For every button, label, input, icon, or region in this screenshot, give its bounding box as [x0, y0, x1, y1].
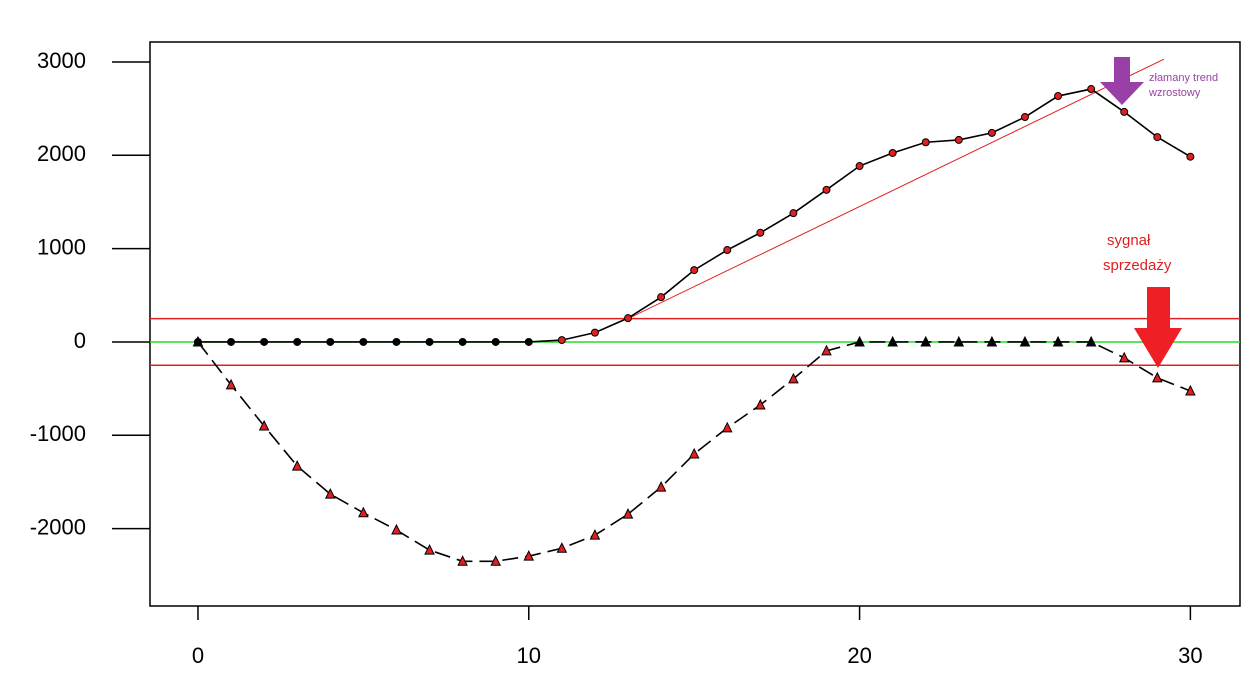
point	[822, 185, 831, 194]
y-tick-label: 2000	[37, 141, 86, 166]
x-tick-label: 30	[1178, 643, 1202, 668]
point	[227, 337, 236, 346]
y-tick-label: -1000	[30, 421, 86, 446]
point	[721, 421, 733, 433]
point	[358, 506, 369, 518]
point	[258, 419, 270, 431]
point	[756, 228, 765, 237]
annotation: sygnał	[1107, 232, 1151, 249]
point	[953, 335, 965, 347]
point	[458, 337, 467, 346]
point	[1185, 384, 1196, 396]
y-tick-label: -2000	[30, 514, 86, 539]
point	[590, 328, 599, 337]
y-tick-label: 3000	[37, 48, 86, 73]
series-line	[197, 88, 1191, 343]
point	[624, 314, 633, 323]
point	[424, 543, 435, 555]
point	[887, 335, 898, 347]
point	[1019, 335, 1031, 347]
trend-line	[627, 58, 1165, 320]
point	[589, 529, 601, 540]
point	[986, 335, 998, 347]
arrow	[1134, 287, 1182, 368]
point	[1085, 335, 1097, 347]
annotation: wzrostowy	[1148, 87, 1201, 99]
point	[622, 508, 634, 519]
x-tick-label: 10	[517, 643, 541, 668]
point	[556, 542, 568, 553]
point	[491, 337, 500, 346]
point	[457, 555, 468, 566]
point	[821, 344, 832, 356]
plot-frame	[149, 41, 1241, 607]
point	[523, 550, 535, 561]
point	[755, 398, 766, 410]
point	[1054, 92, 1063, 101]
annotation: złamany trend	[1149, 72, 1218, 84]
point	[854, 335, 865, 347]
point	[557, 336, 566, 345]
y-tick-label: 0	[74, 328, 86, 353]
point	[1087, 85, 1096, 94]
y-tick-label: 1000	[37, 234, 86, 259]
point	[987, 128, 996, 137]
point	[855, 162, 864, 171]
point	[888, 148, 897, 157]
arrow	[1100, 57, 1144, 105]
point	[920, 335, 932, 347]
point	[326, 337, 335, 346]
point	[690, 266, 699, 275]
point	[789, 209, 798, 218]
point	[1151, 371, 1163, 383]
point	[1120, 107, 1129, 116]
point	[524, 337, 533, 346]
point	[1052, 335, 1064, 347]
point	[391, 523, 402, 535]
point	[723, 246, 732, 255]
point	[1020, 113, 1029, 122]
point	[260, 337, 269, 346]
point	[425, 337, 434, 346]
point	[1186, 152, 1195, 161]
point	[788, 372, 799, 384]
point	[1118, 351, 1130, 363]
point	[324, 487, 336, 499]
x-tick-label: 0	[192, 643, 204, 668]
point	[359, 337, 368, 346]
annotation: sprzedaży	[1103, 257, 1172, 274]
point	[291, 459, 303, 471]
point	[688, 447, 700, 459]
x-tick-label: 20	[847, 643, 871, 668]
point	[490, 555, 501, 566]
point	[921, 138, 930, 147]
point	[392, 337, 401, 346]
point	[293, 337, 302, 346]
point	[1153, 133, 1162, 142]
point	[657, 293, 666, 302]
point	[655, 480, 667, 492]
point	[192, 335, 204, 347]
point	[225, 378, 237, 390]
point	[954, 135, 963, 144]
